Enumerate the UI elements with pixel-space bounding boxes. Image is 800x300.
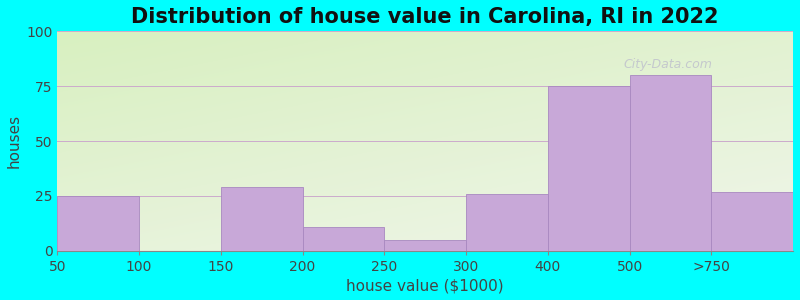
Bar [630, 75, 711, 251]
Bar [384, 240, 466, 251]
Bar [466, 194, 548, 251]
Bar [221, 187, 302, 251]
Bar [711, 192, 793, 251]
Bar [302, 227, 384, 251]
Text: City-Data.com: City-Data.com [623, 58, 713, 71]
Bar [58, 196, 139, 251]
Bar [548, 86, 630, 251]
X-axis label: house value ($1000): house value ($1000) [346, 278, 504, 293]
Y-axis label: houses: houses [7, 114, 22, 168]
Title: Distribution of house value in Carolina, RI in 2022: Distribution of house value in Carolina,… [131, 7, 719, 27]
